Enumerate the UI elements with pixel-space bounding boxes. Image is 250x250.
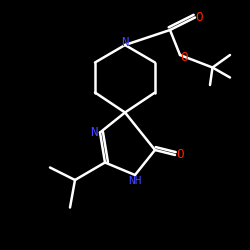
- Text: O: O: [180, 51, 188, 64]
- Text: N: N: [121, 36, 129, 49]
- Text: NH: NH: [128, 176, 142, 186]
- Text: O: O: [176, 148, 184, 162]
- Text: O: O: [195, 11, 202, 24]
- Text: N: N: [90, 126, 98, 139]
